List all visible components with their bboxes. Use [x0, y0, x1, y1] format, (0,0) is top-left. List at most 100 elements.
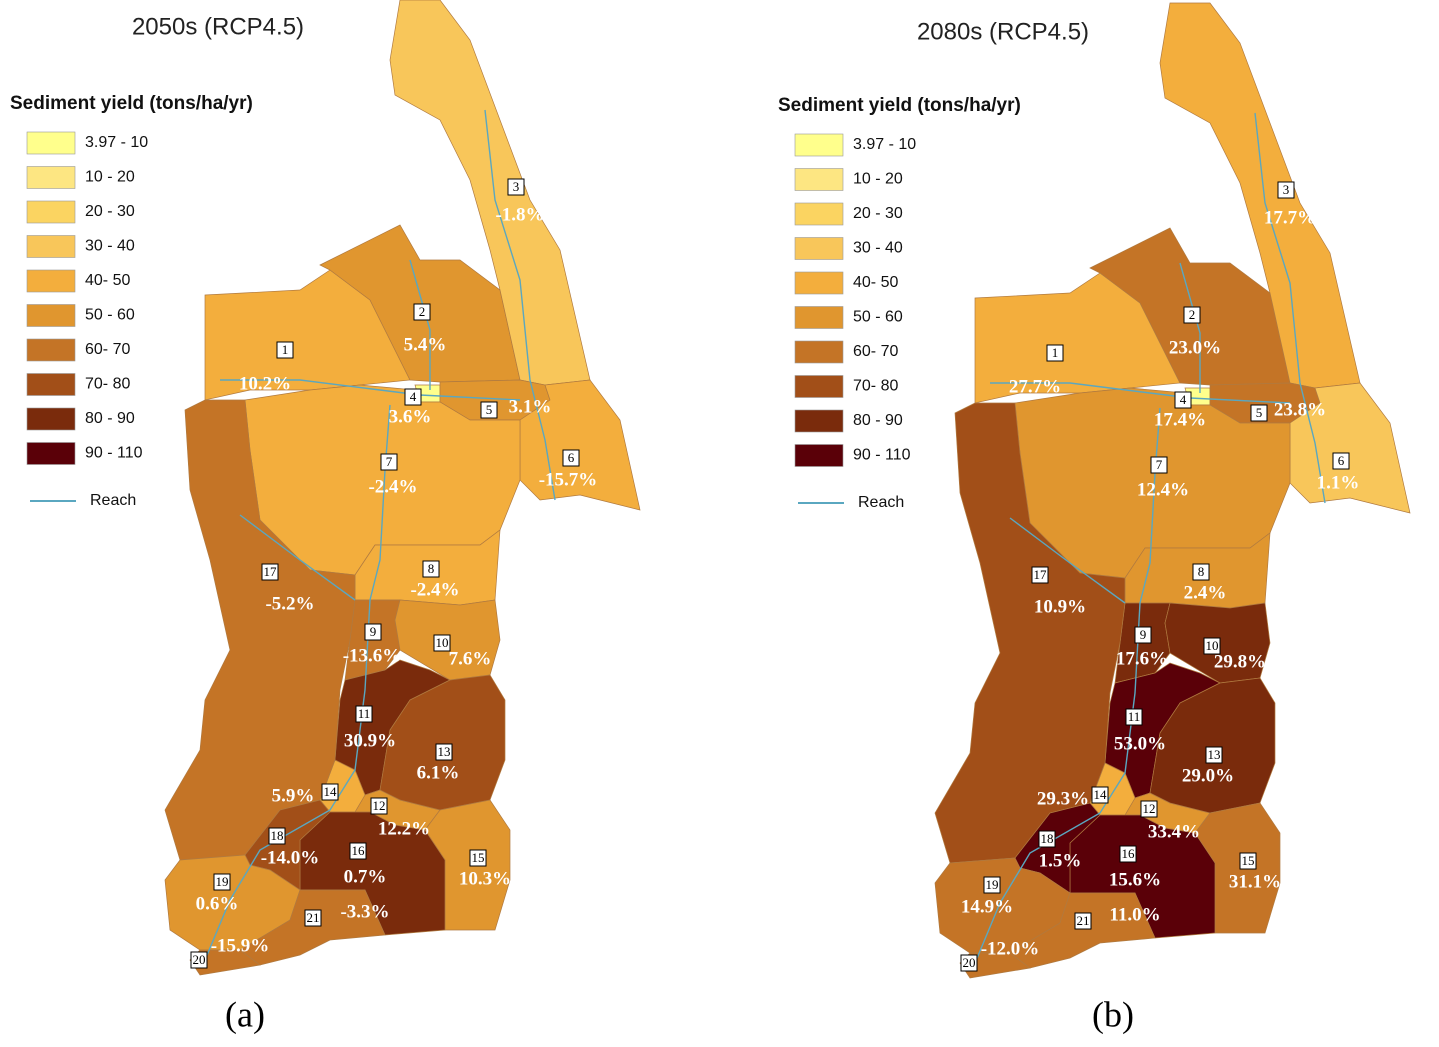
- legend-label: 40- 50: [853, 274, 898, 291]
- subbasin-change: 12.2%: [378, 818, 430, 839]
- subbasin-id-box: [422, 560, 440, 578]
- subbasin-id-box: [480, 401, 498, 419]
- legend-swatch: [794, 340, 844, 364]
- panel-label: (a): [225, 994, 265, 1034]
- subbasin-id-box: [1046, 344, 1064, 362]
- subbasin-change: 3.1%: [509, 396, 552, 417]
- subbasin-id: 16: [1122, 846, 1136, 861]
- subbasin: [1009, 892, 1156, 969]
- subbasin-change: 30.9%: [344, 730, 396, 751]
- legend-label: 50 - 60: [853, 309, 903, 326]
- subbasin-id: 13: [1208, 747, 1221, 762]
- legend-label: 70- 80: [853, 378, 898, 395]
- legend-swatch: [26, 166, 76, 189]
- subbasin-id: 1: [1052, 345, 1059, 360]
- legend-title: Sediment yield (tons/ha/yr): [778, 95, 1021, 116]
- subbasin-id-box: [1119, 845, 1137, 863]
- subbasin-id: 15: [472, 850, 485, 865]
- legend-label: 3.97 - 10: [853, 136, 916, 153]
- subbasin-id-box: [380, 453, 398, 471]
- subbasin-id-box: [190, 951, 208, 969]
- legend-label: 10 - 20: [85, 169, 135, 186]
- subbasin-change: -12.0%: [981, 938, 1040, 959]
- subbasin-id: 21: [307, 910, 320, 925]
- subbasin-id-box: [469, 849, 487, 867]
- subbasin-id-box: [1031, 566, 1049, 584]
- subbasin-change: 10.2%: [239, 373, 291, 394]
- subbasin-change: 33.4%: [1148, 821, 1200, 842]
- subbasin-change: 29.8%: [1214, 651, 1266, 672]
- legend-swatch: [26, 338, 76, 362]
- subbasin-change: -1.8%: [495, 204, 544, 225]
- subbasin-id-box: [1239, 852, 1257, 870]
- legend-title: Sediment yield (tons/ha/yr): [10, 93, 253, 114]
- subbasin-id-box: [1332, 452, 1350, 470]
- subbasin-id-box: [1074, 912, 1092, 930]
- subbasin-id-box: [268, 827, 286, 845]
- subbasin-id: 17: [1034, 567, 1048, 582]
- subbasin-id: 12: [373, 798, 386, 813]
- subbasin-id: 21: [1077, 913, 1090, 928]
- legend-label: 3.97 - 10: [85, 134, 148, 151]
- legend-swatch: [26, 235, 76, 258]
- subbasin-id-box: [1192, 563, 1210, 581]
- subbasin-id: 7: [386, 454, 393, 469]
- subbasin-id: 11: [358, 706, 371, 721]
- panel-title: 2080s (RCP4.5): [917, 18, 1089, 45]
- legend-swatch: [794, 409, 844, 433]
- subbasin-id: 18: [1041, 831, 1054, 846]
- subbasin-change: 17.4%: [1154, 409, 1206, 430]
- legend-label: 30 - 40: [853, 240, 903, 257]
- subbasin-id-box: [404, 388, 422, 406]
- reach: [409, 259, 431, 390]
- legend-swatch: [794, 375, 844, 398]
- legend-swatch: [794, 202, 844, 226]
- subbasin-id: 2: [419, 304, 426, 319]
- subbasin-id: 10: [436, 635, 449, 650]
- subbasin-id-box: [370, 797, 388, 815]
- subbasin-id-box: [1038, 830, 1056, 848]
- subbasin-id-box: [1250, 404, 1268, 422]
- legend-label: 50 - 60: [85, 307, 135, 324]
- legend-label: 20 - 30: [85, 203, 135, 220]
- subbasin-id: 9: [1140, 627, 1147, 642]
- subbasin-id: 8: [1198, 564, 1205, 579]
- subbasin-change: 53.0%: [1114, 733, 1166, 754]
- reach: [1179, 262, 1201, 393]
- subbasin-id: 3: [1283, 182, 1290, 197]
- subbasin-id-box: [1150, 456, 1168, 474]
- subbasin-change: 23.0%: [1169, 337, 1221, 358]
- subbasin-id-box: [261, 563, 279, 581]
- legend-swatch: [26, 373, 76, 396]
- reach: [1009, 517, 1126, 604]
- subbasin-id: 20: [963, 955, 976, 970]
- legend-swatch: [794, 168, 844, 191]
- subbasin-id: 1: [282, 342, 289, 357]
- legend-swatch: [794, 444, 844, 467]
- subbasin-change: -13.6%: [343, 645, 402, 666]
- subbasin-change: -2.4%: [410, 579, 459, 600]
- legend-label: 10 - 20: [853, 171, 903, 188]
- subbasin-id-box: [562, 449, 580, 467]
- subbasin-change: 0.6%: [196, 893, 239, 914]
- subbasin-change: 7.6%: [449, 648, 492, 669]
- subbasin-id: 14: [324, 784, 338, 799]
- subbasin: [1289, 382, 1411, 514]
- subbasin-id: 7: [1156, 457, 1163, 472]
- subbasin-id-box: [960, 954, 978, 972]
- subbasin-change: -15.9%: [211, 935, 270, 956]
- legend-swatch: [26, 131, 76, 155]
- subbasin-change: 15.6%: [1109, 869, 1161, 890]
- subbasin-id: 8: [428, 561, 435, 576]
- subbasin-id: 3: [513, 179, 520, 194]
- subbasin-id-box: [413, 303, 431, 321]
- subbasin-id-box: [321, 783, 339, 801]
- map-panel: 2050s (RCP4.5) Sediment yield (tons/ha/yr…: [10, 0, 641, 1034]
- subbasin-id-box: [276, 341, 294, 359]
- subbasin-change: 5.9%: [272, 785, 315, 806]
- reach: [990, 382, 1291, 404]
- legend-swatch: [26, 407, 76, 431]
- subbasin-id: 4: [410, 389, 417, 404]
- subbasin-id-box: [355, 705, 373, 723]
- subbasin-id: 20: [193, 952, 206, 967]
